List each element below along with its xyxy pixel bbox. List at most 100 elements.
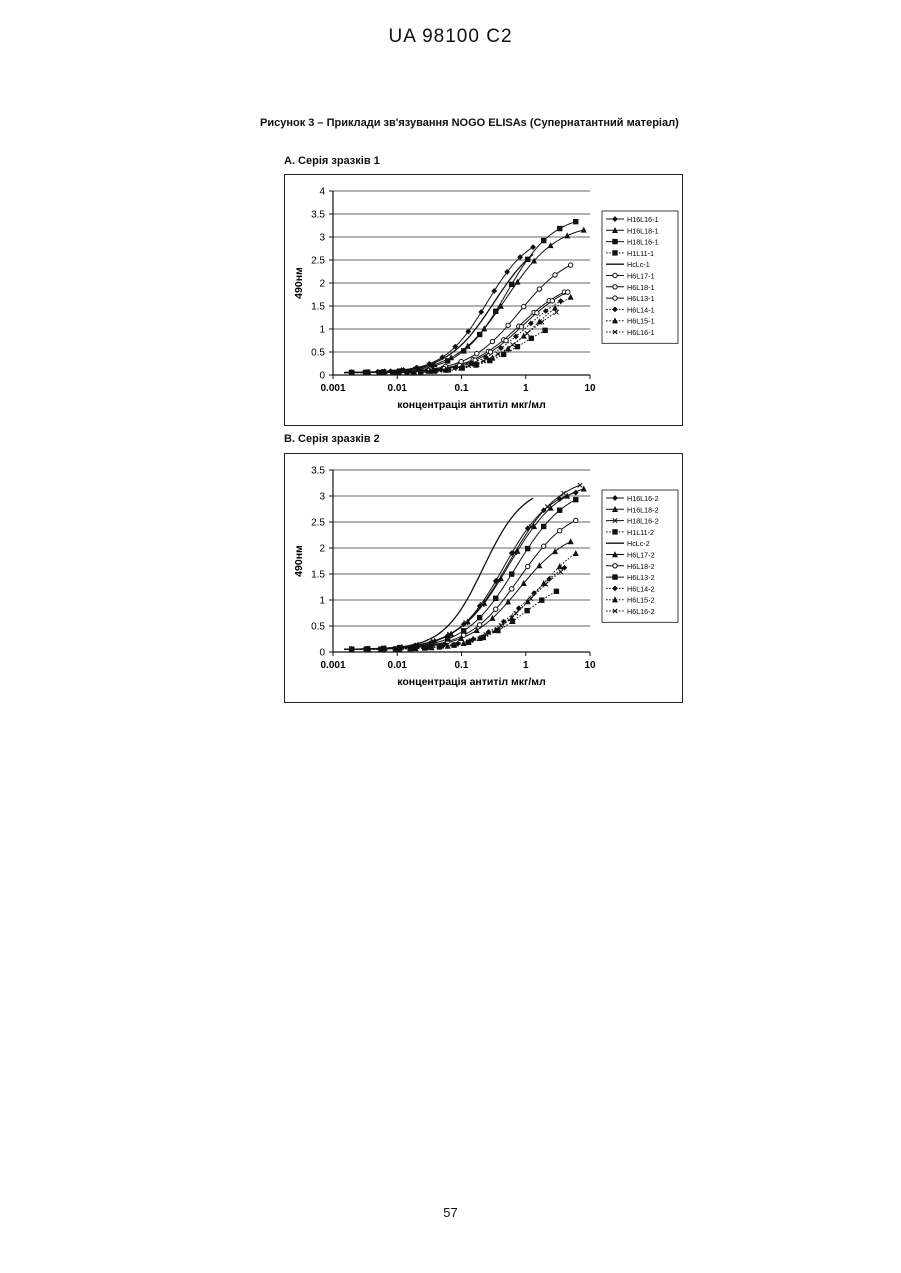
series-line [344,521,575,650]
legend-marker [613,530,617,534]
y-tick-label: 0 [319,648,325,659]
series-line [344,542,570,650]
data-point [522,305,526,309]
y-tick-label: 2.5 [311,518,325,529]
y-tick-label: 2 [319,279,325,290]
y-tick-label: 3.5 [311,466,325,477]
legend-marker [613,575,617,579]
y-tick-label: 3.5 [311,210,325,221]
x-tick-label: 1 [523,383,529,394]
data-point [515,344,519,348]
y-tick-label: 2.5 [311,256,325,267]
data-point [461,633,465,637]
data-point [554,310,558,314]
legend-label: H6L18-2 [627,562,655,571]
legend-label: H1L11-1 [627,249,654,258]
data-point [510,572,514,576]
data-point [477,332,481,336]
x-tick-label: 10 [584,660,596,671]
data-point [540,598,544,602]
patent-number-header: UA 98100 C2 [0,26,901,48]
data-point [529,336,533,340]
series-H1L11-2 [344,589,558,651]
chart-legend: H16L16-2H16L18-2H18L16-2H1L11-2HcLc-2H6L… [602,490,678,622]
legend-label: H6L18-1 [627,283,655,292]
chart-a-subtitle: А. Серія зразків 1 [284,155,380,167]
series-H6L17-1 [344,290,566,375]
data-point [494,596,498,600]
y-tick-label: 0.5 [311,348,325,359]
data-point [519,325,523,329]
legend-label: H16L16-1 [627,215,659,224]
chart-legend: H16L16-1 H16L18-1 H18L16-1 H1L11-1 HcLc-1 H6L… [602,211,678,343]
data-point [526,564,530,568]
legend-label: H1L11-2 [627,528,654,537]
data-point [559,299,563,303]
series-H6L18-1 [344,263,573,375]
data-point [568,539,572,543]
legend-marker [613,564,617,568]
chart-a-frame: 00.511.522.533.540.0010.010.1110концентр… [284,174,683,426]
series-line [344,292,564,373]
data-point [554,589,558,593]
legend-label: H6L13-2 [627,573,655,582]
data-point [535,311,539,315]
legend-label: H16L18-1 [627,226,659,235]
figure-caption: Рисунок 3 – Приклади зв'язування NOGO EL… [260,117,679,129]
legend-label: H16L16-2 [627,494,659,503]
data-point [537,287,541,291]
legend-label: H6L16-2 [627,607,655,616]
data-point [475,351,479,355]
data-point [525,331,529,335]
y-tick-label: 4 [319,187,325,198]
x-axis-label: концентрація антитіл мкг/мл [397,676,546,688]
series-line [344,297,570,373]
data-point [514,611,518,615]
legend-marker [613,296,617,300]
legend-marker [613,285,617,289]
chart-b-subtitle: В. Серія зразків 2 [284,433,380,445]
data-point [510,587,514,591]
x-tick-label: 1 [523,660,529,671]
series-H6L13-1 [344,290,570,375]
data-point [477,615,481,619]
legend-label: H6L14-2 [627,584,655,593]
y-axis-label: 490нм [293,545,305,577]
legend-label: H18L16-1 [627,238,659,247]
x-tick-label: 0.01 [388,383,408,394]
series-H16L18-2 [344,487,586,652]
chart-a: 00.511.522.533.540.0010.010.1110концентр… [285,175,682,425]
data-point [494,607,498,611]
data-point [542,238,546,242]
legend-label: H6L16-1 [627,328,655,337]
data-point [568,263,572,267]
series-H16L16-1 [344,245,535,375]
y-tick-label: 3 [319,233,325,244]
x-tick-label: 0.1 [455,383,469,394]
legend-label: H6L17-2 [627,551,655,560]
data-point [558,529,562,533]
data-point [461,641,465,645]
data-point [574,497,578,501]
y-tick-label: 0 [319,371,325,382]
legend-label: H6L14-1 [627,305,655,314]
legend-label: H6L15-2 [627,596,655,605]
data-point [490,339,494,343]
legend-label: HcLc-1 [627,260,650,269]
legend-label: H6L17-1 [627,272,655,281]
data-point [506,323,510,327]
data-point [553,273,557,277]
legend-marker [613,239,617,243]
y-tick-label: 1.5 [311,570,325,581]
data-point [562,491,566,495]
page-number: 57 [0,1205,901,1220]
y-tick-label: 0.5 [311,622,325,633]
data-point [565,494,569,498]
data-point [550,299,554,303]
data-point [477,623,481,627]
y-tick-label: 3 [319,492,325,503]
series-line [344,265,570,373]
data-point [510,282,514,286]
series-H6L17-2 [344,539,573,651]
series-line [344,222,575,373]
